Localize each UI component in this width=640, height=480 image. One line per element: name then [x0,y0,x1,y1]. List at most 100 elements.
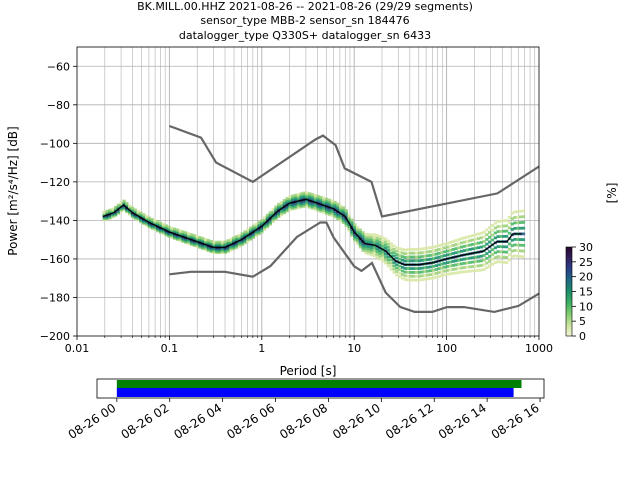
histogram-cell [485,261,489,265]
histogram-cell [519,221,523,224]
histogram-cell [459,258,464,262]
histogram-cell [510,238,514,242]
histogram-cell [496,250,500,254]
histogram-cell [488,264,492,268]
histogram-cell [355,227,360,231]
histogram-cell [277,212,281,215]
histogram-cell [381,250,385,254]
histogram-cell [308,200,312,204]
histogram-cell [305,191,309,195]
histogram-cell [229,237,233,241]
histogram-cell [291,207,295,211]
histogram-cell [260,219,264,222]
histogram-cell [462,266,467,269]
histogram-cell [451,244,455,247]
histogram-cell [403,270,407,274]
histogram-cell [499,245,503,249]
histogram-cell [218,240,222,244]
histogram-cell [414,255,419,259]
timeline-tick-label: 08-26 02 [118,401,171,442]
histogram-cell [254,222,258,226]
histogram-cell [400,251,405,255]
histogram-cell [384,237,388,241]
histogram-cell [504,219,509,222]
timeline-ticks: 08-26 00 08-26 02 08-26 04 08-26 06 08-26 08… [66,398,542,442]
histogram-cell [322,196,326,200]
histogram-cell [296,204,301,208]
histogram-cell [246,238,250,242]
y-tick-label: −60 [47,60,70,73]
histogram-cell [268,221,272,225]
histogram-cell [392,267,396,271]
histogram-cell [406,248,410,251]
histogram-cell [445,245,450,249]
histogram-cell [189,233,194,237]
histogram-cell [474,264,478,268]
histogram-cell [291,199,295,203]
histogram-cell [372,238,377,242]
plot-frame [76,46,540,337]
histogram-cell [263,216,267,220]
histogram-cell [355,240,360,243]
histogram-cell [361,249,365,252]
histogram-cell [445,249,450,253]
histogram-cell [519,243,523,247]
histogram-cell [496,230,500,233]
histogram-cell [412,259,416,263]
histogram-cell [507,253,512,257]
histogram-cell [423,247,427,250]
histogram-cell [437,267,441,271]
histogram-cell [358,245,362,249]
histogram-cell [513,254,517,258]
histogram-cell [294,198,298,202]
histogram-cell [367,247,371,251]
histogram-cell [249,236,253,240]
histogram-cell [361,233,365,237]
histogram-cell [296,196,301,200]
histogram-cell [468,234,472,238]
histogram-cell [375,242,379,245]
histogram-cell [361,244,365,248]
histogram-cell [488,259,492,263]
histogram-cell [414,278,419,282]
histogram-cell [353,228,357,232]
histogram-cell [195,235,199,238]
histogram-cell [144,215,149,218]
histogram-cell [516,249,520,253]
histogram-cell [367,245,371,249]
histogram-cell [341,217,346,221]
histogram-cell [476,259,481,263]
histogram-cell [381,256,385,260]
histogram-cell [302,201,306,205]
histogram-cell [493,246,497,250]
histogram-cell [502,219,506,223]
histogram-cell [102,210,106,214]
histogram-cell [285,197,289,200]
histogram-cell [111,207,115,211]
histogram-cell [507,215,512,219]
histogram-cell [398,271,402,275]
histogram-cell [468,265,472,269]
histogram-cell [372,249,377,252]
histogram-cell [243,230,247,234]
histogram-cell [471,247,475,251]
histogram-cell [336,202,340,206]
histogram-cell [344,209,348,212]
histogram-cell [339,215,343,219]
histogram-cell [381,259,385,263]
histogram-cell [420,247,424,251]
histogram-cell [282,203,286,207]
histogram-cell [437,248,441,251]
histogram-cell [336,208,340,212]
histogram-cell [403,267,407,270]
histogram-cell [423,266,427,270]
colorbar-tick-label: 0 [579,330,586,343]
histogram-cell [516,254,520,258]
histogram-cell [519,238,523,241]
histogram-cell [403,278,407,281]
histogram-cell [147,216,151,220]
histogram-cell [384,255,388,259]
histogram-cell [288,198,292,202]
histogram-cell [462,249,467,252]
